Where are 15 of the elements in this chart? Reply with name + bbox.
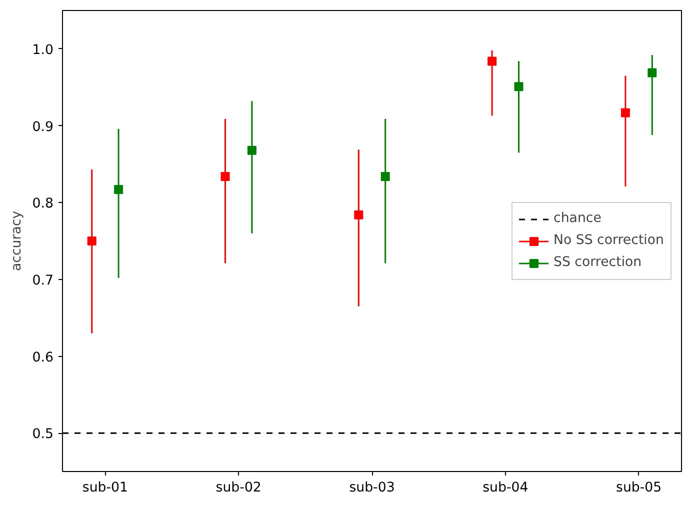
x-tick-label: sub-03: [349, 480, 395, 496]
y-tick-label: 1.0: [32, 42, 54, 58]
y-tick-label: 0.8: [32, 196, 54, 212]
x-tick-label: sub-05: [616, 480, 662, 496]
legend-label: chance: [554, 211, 602, 226]
y-tick-label: 0.9: [32, 120, 54, 135]
y-tick-label: 0.6: [32, 350, 54, 366]
x-tick-label: sub-04: [482, 480, 528, 496]
y-tick-label: 0.5: [32, 427, 54, 442]
x-tick-label: sub-01: [82, 480, 128, 496]
legend-label: No SS correction: [554, 233, 664, 248]
y-tick-label: 0.7: [32, 273, 54, 288]
x-tick-label: sub-02: [216, 480, 262, 496]
legend-label: SS correction: [554, 255, 642, 270]
y-axis-title: accuracy: [9, 210, 24, 272]
